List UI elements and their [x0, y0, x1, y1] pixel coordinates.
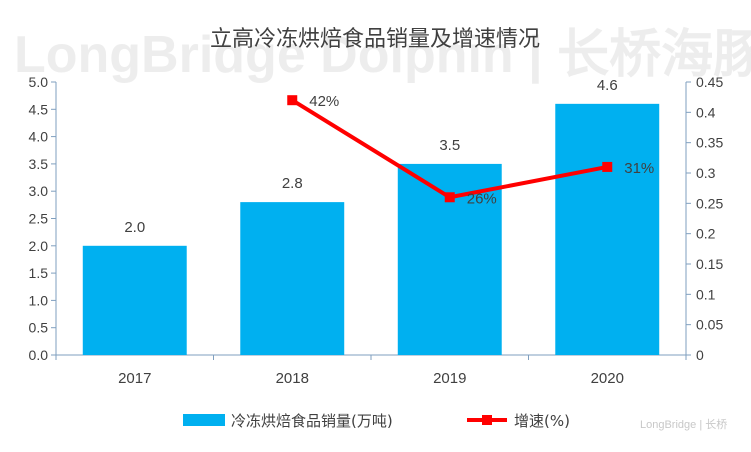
x-tick-label: 2017 — [118, 370, 151, 387]
y-right-tick-label: 0 — [696, 347, 704, 363]
y-left-tick-label: 3.0 — [29, 183, 49, 199]
y-left-tick-label: 3.5 — [29, 156, 49, 172]
y-left-tick-label: 0.5 — [29, 320, 49, 336]
bar — [240, 202, 345, 355]
bar-data-label: 2.0 — [124, 219, 145, 236]
line-point — [602, 161, 613, 172]
line-series: 42% 26% 31% — [287, 93, 654, 207]
y-left-tick-label: 2.0 — [29, 238, 49, 254]
y-right-tick-label: 0.4 — [696, 104, 716, 120]
line-point — [287, 95, 298, 106]
y-right-tick-label: 0.05 — [696, 317, 723, 333]
y-left-tick-label: 2.5 — [29, 211, 49, 227]
legend-marker-line — [482, 415, 492, 425]
x-tick-label: 2018 — [276, 370, 309, 387]
y-right-tick-label: 0.1 — [696, 286, 716, 302]
y-left-tick-label: 4.0 — [29, 129, 49, 145]
y-right-tick-label: 0.45 — [696, 74, 723, 90]
y-left-tick-label: 5.0 — [29, 74, 49, 90]
y-left-tick-label: 4.5 — [29, 101, 49, 117]
y-left-tick-label: 1.5 — [29, 265, 49, 281]
bar-data-label: 3.5 — [439, 137, 460, 154]
brand-mark: LongBridge | 长桥 — [640, 418, 727, 431]
bar — [82, 245, 187, 355]
bar-series: 2.0 2.8 3.5 4.6 — [82, 77, 660, 355]
watermark: LongBridge Dolphin | 长桥海豚投研 — [14, 26, 751, 84]
x-tick-label: 2020 — [591, 370, 624, 387]
line-data-label: 31% — [624, 160, 654, 177]
bar — [555, 103, 660, 355]
y-left-tick-label: 1.0 — [29, 292, 49, 308]
bar-data-label: 2.8 — [282, 175, 303, 192]
line-point — [444, 192, 455, 203]
legend-swatch-bar — [183, 414, 225, 426]
bar-data-label: 4.6 — [597, 77, 618, 94]
line-data-label: 26% — [467, 190, 497, 207]
legend-label-bar: 冷冻烘焙食品销量(万吨) — [231, 412, 393, 430]
y-right-tick-label: 0.15 — [696, 256, 723, 272]
y-right-tick-label: 0.25 — [696, 195, 723, 211]
y-left-tick-label: 0.0 — [29, 347, 49, 363]
y-right-tick-label: 0.3 — [696, 165, 716, 181]
x-tick-label: 2019 — [433, 370, 466, 387]
legend: 冷冻烘焙食品销量(万吨) 增速(%) — [183, 412, 570, 430]
y-right-tick-label: 0.2 — [696, 226, 716, 242]
legend-label-line: 增速(%) — [514, 412, 570, 430]
line-data-label: 42% — [309, 93, 339, 110]
chart-title: 立高冷冻烘焙食品销量及增速情况 — [210, 27, 540, 52]
y-right-tick-label: 0.35 — [696, 135, 723, 151]
